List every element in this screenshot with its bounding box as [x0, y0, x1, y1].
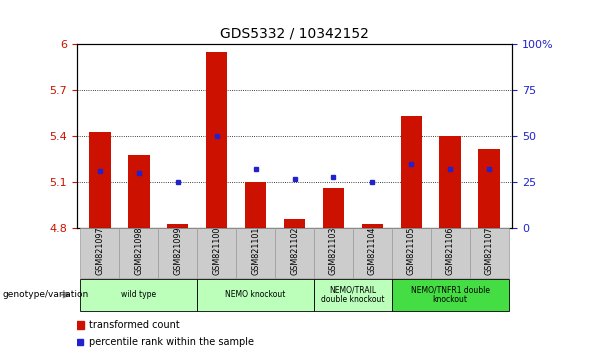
Text: GSM821107: GSM821107 [485, 226, 494, 275]
Text: wild type: wild type [121, 290, 157, 299]
Bar [128, 155, 150, 228]
Title: GDS5332 / 10342152: GDS5332 / 10342152 [220, 26, 369, 40]
Text: NEMO/TNFR1 double
knockout: NEMO/TNFR1 double knockout [411, 285, 489, 304]
Text: GSM821105: GSM821105 [407, 226, 416, 275]
Bar [206, 52, 227, 228]
Bar [323, 188, 344, 228]
Bar [158, 228, 197, 278]
Bar [314, 279, 392, 311]
Bar [167, 224, 188, 228]
Bar [392, 228, 431, 278]
Text: GSM821103: GSM821103 [329, 227, 338, 275]
Text: NEMO knockout: NEMO knockout [226, 290, 286, 299]
Bar [392, 279, 508, 311]
Text: NEMO/TRAIL
double knockout: NEMO/TRAIL double knockout [321, 285, 385, 304]
Bar [197, 279, 314, 311]
Text: GSM821099: GSM821099 [173, 226, 182, 275]
Bar [236, 228, 275, 278]
Bar [353, 228, 392, 278]
Bar [362, 224, 383, 228]
Text: transformed count: transformed count [89, 320, 180, 330]
Text: GSM821104: GSM821104 [368, 227, 377, 275]
Bar [275, 228, 314, 278]
Text: percentile rank within the sample: percentile rank within the sample [89, 337, 254, 347]
Bar [120, 228, 158, 278]
Bar [89, 132, 111, 228]
Text: GSM821098: GSM821098 [134, 226, 143, 275]
Text: GSM821101: GSM821101 [251, 227, 260, 275]
Bar [81, 279, 197, 311]
Text: GSM821097: GSM821097 [95, 226, 104, 275]
Bar [81, 228, 120, 278]
Bar [284, 219, 305, 228]
Text: GSM821102: GSM821102 [290, 226, 299, 275]
Bar [314, 228, 353, 278]
Text: GSM821106: GSM821106 [446, 227, 455, 275]
Bar [478, 149, 500, 228]
Text: GSM821100: GSM821100 [212, 227, 221, 275]
Bar [469, 228, 508, 278]
Bar [197, 228, 236, 278]
Bar [431, 228, 469, 278]
Bar [401, 116, 422, 228]
Bar [245, 182, 266, 228]
Text: genotype/variation: genotype/variation [3, 290, 89, 299]
Bar [439, 136, 461, 228]
